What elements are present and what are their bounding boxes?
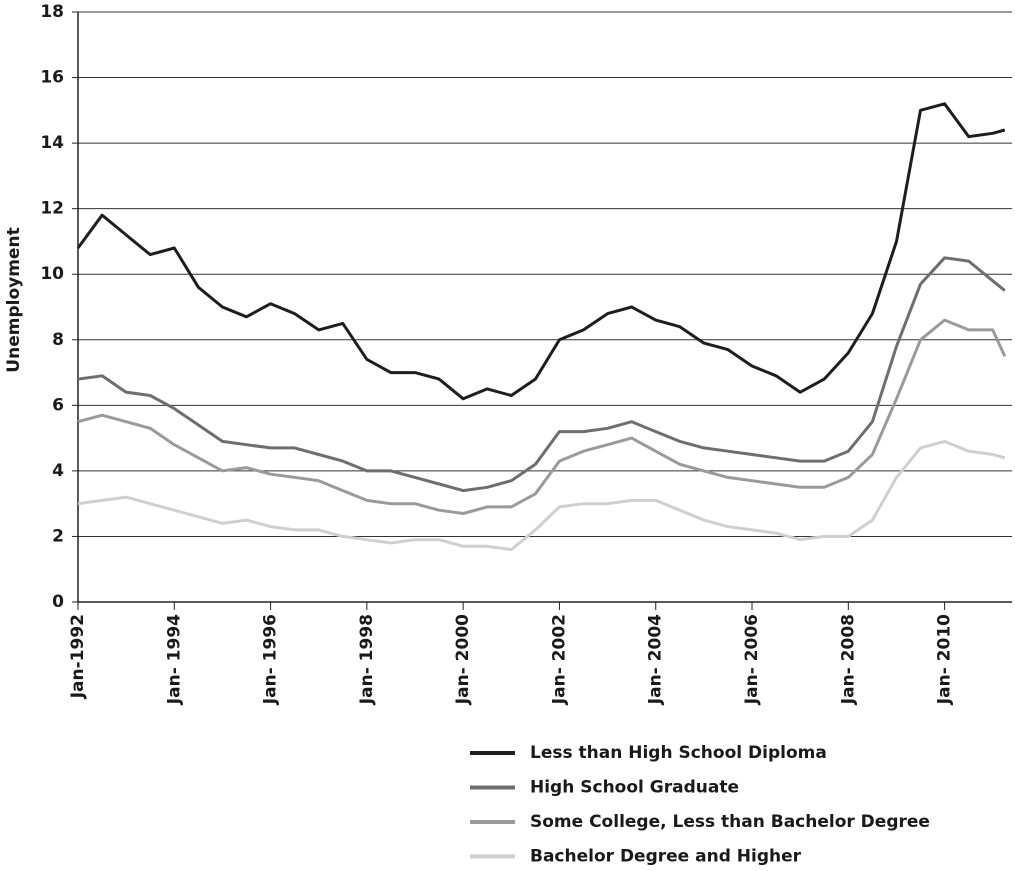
x-tick-label: Jan- 2000 bbox=[453, 614, 473, 705]
legend-label: Less than High School Diploma bbox=[530, 743, 827, 763]
x-tick-label: Jan- 2006 bbox=[742, 614, 762, 705]
series-line bbox=[77, 256, 1006, 493]
y-axis-label: Unemployment bbox=[4, 227, 24, 372]
y-tick-label: 0 bbox=[52, 592, 64, 612]
series-line bbox=[77, 439, 1006, 552]
x-tick-label: Jan- 2002 bbox=[549, 614, 569, 705]
y-tick-label: 10 bbox=[40, 264, 64, 284]
legend-label: Bachelor Degree and Higher bbox=[530, 847, 802, 867]
y-tick-label: 12 bbox=[40, 199, 64, 219]
y-tick-label: 2 bbox=[52, 526, 64, 546]
y-tick-label: 14 bbox=[40, 133, 64, 153]
y-tick-label: 4 bbox=[52, 461, 64, 481]
legend-label: Some College, Less than Bachelor Degree bbox=[530, 812, 930, 832]
x-tick-label: Jan- 2008 bbox=[838, 614, 858, 705]
x-tick-label: Jan- 2004 bbox=[646, 614, 666, 705]
x-tick-label: Jan- 1996 bbox=[261, 614, 281, 705]
y-tick-label: 18 bbox=[40, 2, 64, 22]
x-tick-label: Jan- 2010 bbox=[935, 614, 955, 705]
y-tick-label: 8 bbox=[52, 330, 64, 350]
x-tick-label: Jan- 1994 bbox=[164, 614, 184, 705]
y-tick-label: 6 bbox=[52, 395, 64, 415]
x-tick-label: Jan- 1998 bbox=[357, 614, 377, 705]
series-line bbox=[77, 318, 1007, 515]
x-tick-label: Jan-1992 bbox=[68, 614, 88, 699]
series-line bbox=[76, 102, 1006, 401]
legend-label: High School Graduate bbox=[530, 778, 739, 798]
y-tick-label: 16 bbox=[40, 68, 64, 88]
